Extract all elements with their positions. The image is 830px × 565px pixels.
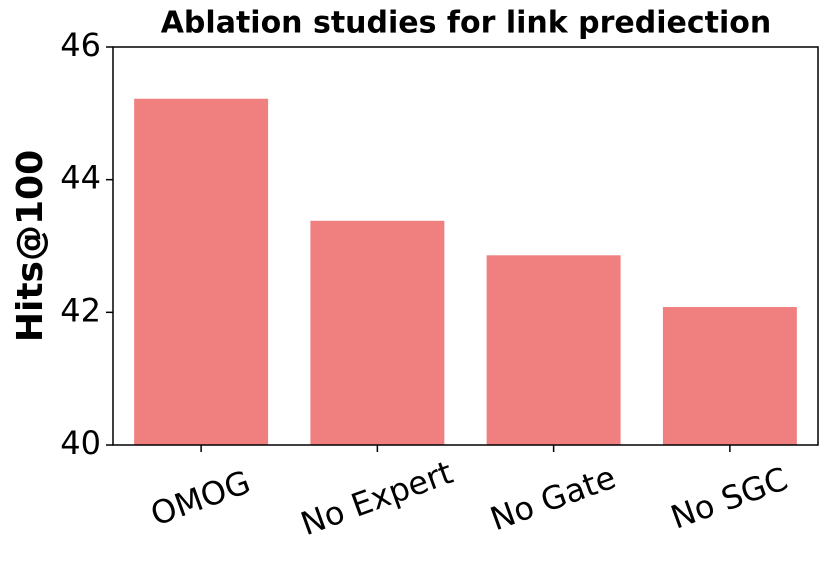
bar	[662, 307, 797, 445]
x-tick-label: No Expert	[296, 453, 458, 543]
y-tick-label: 46	[60, 26, 101, 64]
y-tick-label: 42	[60, 291, 101, 329]
x-tick-label: OMOG	[146, 463, 256, 534]
y-tick-label: 40	[60, 424, 101, 462]
bar	[486, 255, 621, 445]
x-tick-label: No Gate	[485, 458, 620, 538]
x-tick-label: No SGC	[666, 460, 793, 537]
bar	[134, 98, 269, 446]
chart-title: Ablation studies for link prediection	[161, 6, 772, 41]
plot-frame	[112, 46, 819, 446]
bar	[310, 220, 445, 445]
y-axis-label: Hits@100	[10, 150, 51, 342]
y-tick-label: 44	[60, 159, 101, 197]
